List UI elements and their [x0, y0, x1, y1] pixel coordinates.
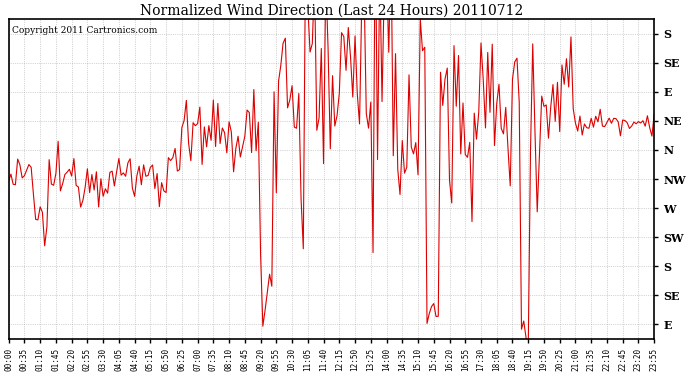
Title: Normalized Wind Direction (Last 24 Hours) 20110712: Normalized Wind Direction (Last 24 Hours… [140, 4, 523, 18]
Text: Copyright 2011 Cartronics.com: Copyright 2011 Cartronics.com [12, 26, 157, 35]
